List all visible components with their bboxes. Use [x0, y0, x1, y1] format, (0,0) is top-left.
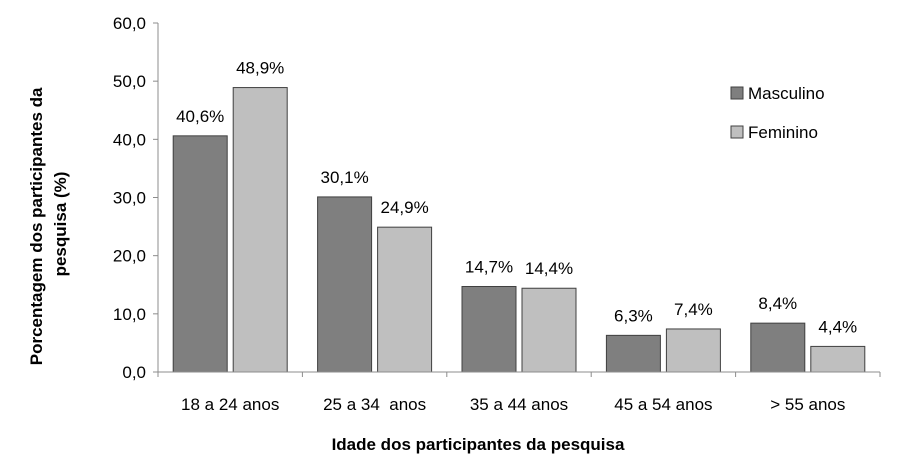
- bar-feminino: [521, 287, 577, 373]
- data-label-masculino: 6,3%: [614, 306, 653, 325]
- bar-feminino: [810, 345, 866, 373]
- legend: Masculino Feminino: [730, 84, 825, 142]
- data-label-masculino: 40,6%: [176, 107, 224, 126]
- data-labels: 40,6% 48,9% 30,1% 24,9% 14,7% 14,4% 6,3% 7,4% 8,…: [176, 59, 857, 337]
- data-label-feminino: 14,4%: [525, 259, 573, 278]
- y-axis-title-line-1: Porcentagem dos participantes da: [27, 87, 46, 365]
- data-label-feminino: 4,4%: [818, 317, 857, 336]
- bar-masculino: [317, 196, 373, 373]
- legend-label-masculino: Masculino: [748, 84, 825, 103]
- bar-masculino: [750, 322, 806, 373]
- y-tick-label: 20,0: [113, 247, 146, 266]
- y-axis-title-line-2: pesquisa (%): [51, 172, 70, 277]
- data-label-feminino: 7,4%: [674, 300, 713, 319]
- bar-masculino: [172, 135, 228, 373]
- bar-masculino: [605, 334, 661, 373]
- y-tick-label: 30,0: [113, 189, 146, 208]
- x-tick-label: 18 a 24 anos: [181, 395, 279, 414]
- y-tick-label: 0,0: [122, 363, 146, 382]
- y-tick-label: 10,0: [113, 305, 146, 324]
- x-tick-label: 25 a 34 anos: [323, 395, 426, 414]
- y-tick-label: 50,0: [113, 72, 146, 91]
- bars: [172, 87, 866, 373]
- bar-feminino: [232, 87, 288, 373]
- x-tick-label: 45 a 54 anos: [614, 395, 712, 414]
- data-label-feminino: 48,9%: [236, 59, 284, 78]
- x-axis-ticks: 18 a 24 anos 25 a 34 anos 35 a 44 anos 45 a…: [157, 372, 881, 414]
- legend-swatch-masculino: [730, 86, 744, 100]
- data-label-masculino: 30,1%: [320, 168, 368, 187]
- x-axis-title: Idade dos participantes da pesquisa: [332, 435, 625, 454]
- bar-masculino: [461, 285, 517, 373]
- x-tick-label: > 55 anos: [770, 395, 845, 414]
- bar-feminino: [665, 328, 721, 373]
- legend-swatch-feminino: [730, 125, 744, 139]
- bar-feminino: [377, 226, 433, 373]
- data-label-feminino: 24,9%: [380, 198, 428, 217]
- data-label-masculino: 8,4%: [758, 294, 797, 313]
- y-axis-ticks: 0,0 10,0 20,0 30,0 40,0 50,0 60,0: [113, 14, 158, 382]
- y-axis-title: Porcentagem dos participantes da pesquis…: [27, 83, 70, 365]
- data-label-masculino: 14,7%: [465, 257, 513, 276]
- y-tick-label: 60,0: [113, 14, 146, 33]
- legend-label-feminino: Feminino: [748, 123, 818, 142]
- y-tick-label: 40,0: [113, 130, 146, 149]
- x-tick-label: 35 a 44 anos: [470, 395, 568, 414]
